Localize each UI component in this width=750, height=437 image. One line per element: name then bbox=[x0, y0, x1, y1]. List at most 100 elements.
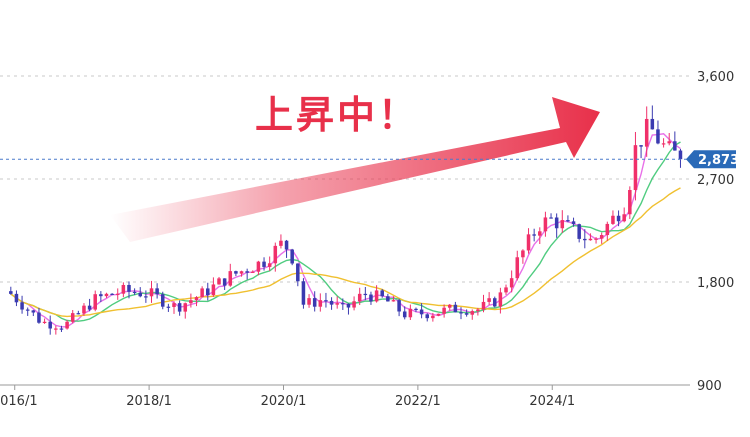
candle-body bbox=[324, 300, 328, 302]
candle-body bbox=[515, 257, 520, 279]
candle-body bbox=[14, 293, 19, 303]
candle-body bbox=[262, 261, 266, 267]
candle-body bbox=[538, 231, 542, 236]
candle-body bbox=[31, 310, 36, 313]
candle-body bbox=[93, 294, 97, 310]
candle-body bbox=[436, 313, 441, 316]
annotation-text: 上昇中！ bbox=[255, 93, 419, 137]
candle-body bbox=[42, 321, 47, 323]
candle-body bbox=[48, 321, 52, 329]
y-tick-label: 1,800 bbox=[697, 276, 734, 291]
candle-body bbox=[115, 293, 120, 295]
candle-body bbox=[369, 294, 373, 302]
x-tick-label: 2024/1 bbox=[529, 394, 575, 409]
candle-body bbox=[650, 118, 655, 130]
candle-body bbox=[267, 263, 272, 267]
candle-body bbox=[656, 129, 660, 144]
candle-body bbox=[222, 278, 227, 286]
candle-body bbox=[504, 287, 508, 293]
candle-body bbox=[583, 238, 587, 241]
candle-body bbox=[678, 150, 683, 160]
candle-body bbox=[633, 145, 638, 190]
candle-body bbox=[284, 240, 289, 250]
candle-body bbox=[402, 311, 407, 318]
candle-body bbox=[509, 278, 514, 288]
candle-body bbox=[605, 223, 610, 236]
candle-body bbox=[70, 313, 75, 322]
candle-body bbox=[290, 249, 294, 264]
candle-body bbox=[447, 304, 452, 308]
candle-body bbox=[200, 288, 204, 298]
candle-body bbox=[419, 309, 424, 315]
candle-body bbox=[59, 328, 64, 330]
candle-body bbox=[296, 263, 300, 282]
candle-body bbox=[532, 234, 536, 236]
candle-body bbox=[470, 311, 475, 315]
candle-body bbox=[459, 312, 463, 314]
ma-long-line bbox=[10, 187, 681, 318]
candle-body bbox=[599, 235, 604, 239]
candle-body bbox=[628, 189, 632, 215]
candle-body bbox=[673, 141, 677, 151]
candle-body bbox=[54, 328, 58, 330]
candle-body bbox=[104, 293, 109, 297]
candle-body bbox=[329, 300, 334, 305]
y-tick-label: 2,700 bbox=[697, 173, 734, 188]
candle-body bbox=[217, 278, 221, 285]
candle-body bbox=[554, 217, 559, 229]
candle-body bbox=[380, 290, 384, 297]
candle-body bbox=[206, 288, 210, 296]
candle-body bbox=[442, 307, 446, 314]
candle-body bbox=[543, 217, 548, 232]
candle-body bbox=[487, 298, 491, 302]
candle-body bbox=[341, 303, 345, 305]
candle-body bbox=[307, 298, 311, 305]
candle-body bbox=[549, 217, 553, 219]
candle-body bbox=[251, 271, 255, 273]
candle-body bbox=[521, 250, 525, 258]
candle-body bbox=[110, 293, 114, 295]
candle-body bbox=[594, 238, 598, 240]
candle-body bbox=[65, 321, 69, 329]
candlesticks bbox=[9, 105, 683, 335]
candle-body bbox=[571, 221, 576, 225]
candle-body bbox=[25, 309, 30, 311]
candle-body bbox=[256, 261, 261, 272]
candle-body bbox=[391, 300, 396, 302]
candle-body bbox=[453, 304, 458, 313]
candle-body bbox=[397, 300, 401, 312]
candle-body bbox=[194, 297, 199, 301]
x-tick-label: 2016/1 bbox=[0, 394, 38, 409]
current-price-label: 2,873 bbox=[698, 153, 739, 168]
candle-body bbox=[566, 220, 570, 222]
candle-body bbox=[144, 296, 148, 298]
candle-body bbox=[498, 292, 503, 307]
y-tick-label: 3,600 bbox=[697, 70, 734, 85]
candle-body bbox=[357, 293, 362, 302]
candle-body bbox=[127, 284, 131, 292]
current-price-tag: 2,873 bbox=[686, 150, 739, 169]
x-tick-label: 2018/1 bbox=[126, 394, 172, 409]
candle-body bbox=[37, 312, 41, 323]
candle-body bbox=[464, 313, 469, 315]
candle-body bbox=[20, 302, 24, 310]
candle-body bbox=[211, 284, 216, 296]
candle-body bbox=[667, 141, 671, 144]
candle-body bbox=[374, 290, 379, 302]
candle-body bbox=[560, 220, 565, 229]
candle-body bbox=[414, 308, 418, 311]
candle-body bbox=[577, 224, 581, 239]
trend-arrow bbox=[110, 97, 600, 242]
candle-body bbox=[189, 300, 193, 304]
x-tick-label: 2022/1 bbox=[395, 394, 441, 409]
candle-body bbox=[493, 298, 497, 307]
x-tick-label: 2020/1 bbox=[261, 394, 307, 409]
candle-body bbox=[172, 303, 176, 307]
candle-body bbox=[301, 281, 306, 305]
candle-body bbox=[346, 303, 351, 308]
candle-body bbox=[234, 271, 238, 274]
candle-body bbox=[431, 315, 435, 319]
candle-body bbox=[312, 298, 317, 307]
candle-body bbox=[99, 294, 103, 297]
